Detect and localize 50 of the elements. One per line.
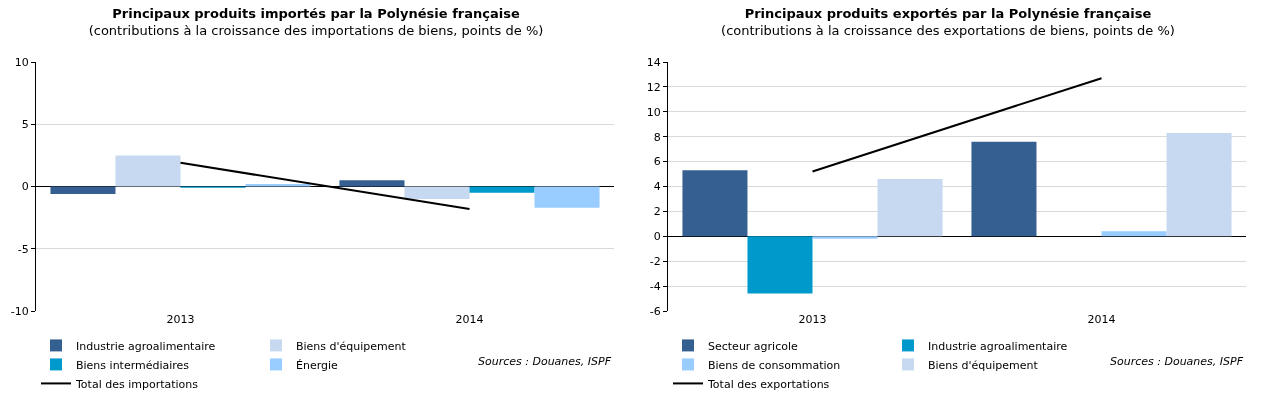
legend-label: Biens intermédiaires — [76, 358, 190, 372]
legend-label: Biens de consommation — [708, 358, 841, 372]
chart-title: Principaux produits importés par la Polynésie française — [112, 6, 520, 22]
y-tick-label: 0 — [21, 180, 29, 194]
legend-label: Secteur agricole — [708, 339, 798, 353]
legend-label: Industrie agroalimentaire — [76, 339, 216, 353]
bar — [404, 186, 470, 199]
x-tick-label: 2013 — [166, 313, 195, 326]
y-tick-label: 10 — [646, 105, 661, 119]
source-note: Sources : Douanes, ISPF — [478, 355, 612, 368]
x-tick-label: 2014 — [455, 313, 484, 326]
bar — [50, 186, 116, 194]
y-tick-label: 12 — [646, 80, 661, 94]
bar — [115, 155, 181, 187]
source-note: Sources : Douanes, ISPF — [1110, 355, 1244, 368]
chart-subtitle: (contributions à la croissance des importations de biens, points de %) — [88, 23, 544, 39]
bar — [877, 179, 943, 237]
y-tick-label: 5 — [21, 118, 29, 132]
bar — [1166, 132, 1232, 237]
legend-label: Biens d'équipement — [296, 339, 407, 353]
bar — [812, 236, 878, 239]
y-tick-label: -10 — [10, 304, 29, 318]
bar — [245, 184, 311, 187]
y-tick-label: -2 — [649, 255, 661, 269]
legend-label: Biens d'équipement — [928, 358, 1039, 372]
bar — [971, 141, 1037, 237]
legend-label: Total des exportations — [707, 377, 830, 391]
bar — [747, 236, 813, 294]
y-tick-label: -6 — [649, 304, 661, 318]
bar — [682, 170, 748, 237]
bar — [469, 186, 535, 193]
x-tick-label: 2013 — [798, 313, 827, 326]
y-tick-label: 14 — [646, 55, 661, 69]
chart-title: Principaux produits exportés par la Polynésie française — [744, 6, 1152, 22]
y-tick-label: -5 — [17, 242, 29, 256]
y-tick-label: 0 — [653, 230, 661, 244]
legend-label: Énergie — [296, 358, 339, 372]
x-tick-label: 2014 — [1087, 313, 1116, 326]
legend-label: Total des importations — [75, 377, 199, 391]
legend-label: Industrie agroalimentaire — [928, 339, 1068, 353]
bar — [1101, 231, 1167, 237]
y-tick-label: 8 — [653, 130, 661, 144]
y-tick-label: 10 — [14, 55, 29, 69]
bar — [534, 186, 600, 208]
y-tick-label: 4 — [653, 180, 661, 194]
y-tick-label: 2 — [653, 205, 661, 219]
y-tick-label: 6 — [653, 155, 661, 169]
chart-subtitle: (contributions à la croissance des exportations de biens, points de %) — [721, 23, 1175, 39]
bar — [339, 180, 405, 187]
y-tick-label: -4 — [649, 279, 661, 293]
